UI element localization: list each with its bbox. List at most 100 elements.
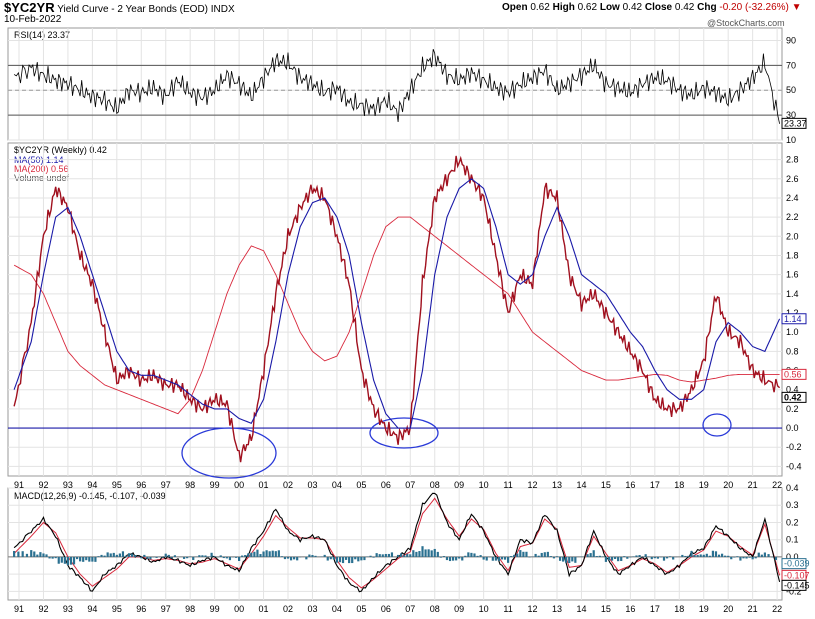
x-tick-macd-20: 20 <box>723 604 733 614</box>
y-tick-macd--0.2: -0.2 <box>786 586 802 596</box>
x-tick-macd-92: 92 <box>38 604 48 614</box>
rsi-last-tag: 23.37 <box>781 117 807 129</box>
reference-lines <box>8 64 782 558</box>
x-tick-price-12: 12 <box>528 480 538 490</box>
x-tick-macd-91: 91 <box>14 604 24 614</box>
x-tick-price-20: 20 <box>723 480 733 490</box>
x-tick-price-09: 09 <box>454 480 464 490</box>
x-tick-price-07: 07 <box>405 480 415 490</box>
y-tick-price-2.0: 2.0 <box>786 231 799 241</box>
price-value-tag: 0.42 <box>781 391 807 403</box>
series-lines <box>13 48 781 593</box>
y-tick-rsi-70: 70 <box>786 60 796 70</box>
x-tick-price-92: 92 <box>38 480 48 490</box>
x-tick-price-14: 14 <box>576 480 586 490</box>
macd-signal-line <box>13 497 781 589</box>
x-tick-macd-17: 17 <box>650 604 660 614</box>
x-tick-price-01: 01 <box>259 480 269 490</box>
ohlc-readout: Open 0.62 High 0.62 Low 0.42 Close 0.42 … <box>502 2 802 13</box>
x-tick-macd-02: 02 <box>283 604 293 614</box>
rsi-legend: RSI(14) 23.37 <box>14 30 71 40</box>
x-tick-macd-00: 00 <box>234 604 244 614</box>
y-tick-macd-0.2: 0.2 <box>786 517 799 527</box>
x-tick-price-17: 17 <box>650 480 660 490</box>
macd-line-box <box>781 579 807 591</box>
x-tick-macd-93: 93 <box>63 604 73 614</box>
y-tick-price-2.6: 2.6 <box>786 174 799 184</box>
ma200-value-label: 0.56 <box>784 369 802 379</box>
x-tick-macd-09: 09 <box>454 604 464 614</box>
x-tick-price-91: 91 <box>14 480 24 490</box>
macd-hist-box <box>781 558 807 570</box>
x-tick-price-19: 19 <box>699 480 709 490</box>
x-tick-macd-99: 99 <box>210 604 220 614</box>
x-tick-price-96: 96 <box>136 480 146 490</box>
y-tick-macd-0.3: 0.3 <box>786 500 799 510</box>
low-label: Low <box>599 2 620 13</box>
x-tick-macd-03: 03 <box>307 604 317 614</box>
price-panel-frame <box>7 142 783 477</box>
y-tick-price-2.8: 2.8 <box>786 155 799 165</box>
ma200-value-box <box>781 368 807 380</box>
x-tick-macd-16: 16 <box>625 604 635 614</box>
ma200-value-tag: 0.56 <box>781 368 807 380</box>
macd-line <box>13 492 781 593</box>
highlight-circle-2000 <box>181 427 277 479</box>
chg-label: Chg <box>697 2 717 13</box>
x-tick-price-94: 94 <box>87 480 97 490</box>
ma50-line <box>13 178 781 429</box>
x-tick-labels: 91 91 92 92 93 93 94 94 95 95 96 96 97 97 98 98 99 99 00 00… <box>14 480 782 614</box>
y-tick-rsi-30: 30 <box>786 110 796 120</box>
macd-tags: -0.039 -0.107 -0.145 <box>781 558 810 591</box>
x-tick-macd-07: 07 <box>405 604 415 614</box>
y-tick-price-1.6: 1.6 <box>786 270 799 280</box>
x-tick-macd-96: 96 <box>136 604 146 614</box>
chart-date: 10-Feb-2022 <box>4 14 62 25</box>
x-tick-macd-01: 01 <box>259 604 269 614</box>
x-tick-macd-06: 06 <box>381 604 391 614</box>
high-value: 0.62 <box>577 2 598 13</box>
x-tick-macd-13: 13 <box>552 604 562 614</box>
y-tick-price-1.2: 1.2 <box>786 308 799 318</box>
x-tick-macd-04: 04 <box>332 604 342 614</box>
y-tick-price-0.4: 0.4 <box>786 385 799 395</box>
x-tick-price-08: 08 <box>430 480 440 490</box>
y-tick-price-1.4: 1.4 <box>786 289 799 299</box>
rsi-last-box <box>781 117 807 129</box>
x-tick-price-95: 95 <box>112 480 122 490</box>
x-tick-macd-10: 10 <box>479 604 489 614</box>
x-tick-price-03: 03 <box>307 480 317 490</box>
x-tick-macd-21: 21 <box>748 604 758 614</box>
ma200-line <box>13 216 780 415</box>
y-tick-rsi-50: 50 <box>786 85 796 95</box>
price-legend-3: Volume undef <box>14 173 70 183</box>
low-value: 0.42 <box>622 2 643 13</box>
down-arrow-icon: ▼ <box>791 2 802 13</box>
index-tag: INDX <box>210 4 235 15</box>
y-tick-price--0.4: -0.4 <box>786 461 802 471</box>
x-tick-macd-08: 08 <box>430 604 440 614</box>
rsi-panel-frame <box>7 27 783 141</box>
y-tick-price-0.8: 0.8 <box>786 346 799 356</box>
y-tick-price-0.2: 0.2 <box>786 404 799 414</box>
y-tick-rsi-10: 10 <box>786 135 796 145</box>
x-tick-price-22: 22 <box>772 480 782 490</box>
x-tick-price-21: 21 <box>748 480 758 490</box>
x-tick-macd-14: 14 <box>576 604 586 614</box>
rsi-line <box>13 48 780 124</box>
x-tick-macd-95: 95 <box>112 604 122 614</box>
y-tick-price-2.4: 2.4 <box>786 193 799 203</box>
macd-legend: MACD(12,26,9) -0.145, -0.107, -0.039 <box>14 491 166 501</box>
x-tick-macd-11: 11 <box>503 604 512 614</box>
watermark: @StockCharts.com <box>707 18 785 28</box>
y-tick-price-0.0: 0.0 <box>786 423 799 433</box>
x-tick-price-98: 98 <box>185 480 195 490</box>
x-tick-macd-18: 18 <box>674 604 684 614</box>
highlight-circle-2006 <box>369 417 439 449</box>
x-tick-price-05: 05 <box>356 480 366 490</box>
x-tick-price-13: 13 <box>552 480 562 490</box>
y-tick-macd-0.4: 0.4 <box>786 483 799 493</box>
chg-value: -0.20 (-32.26%) <box>719 2 789 13</box>
x-tick-macd-15: 15 <box>601 604 611 614</box>
